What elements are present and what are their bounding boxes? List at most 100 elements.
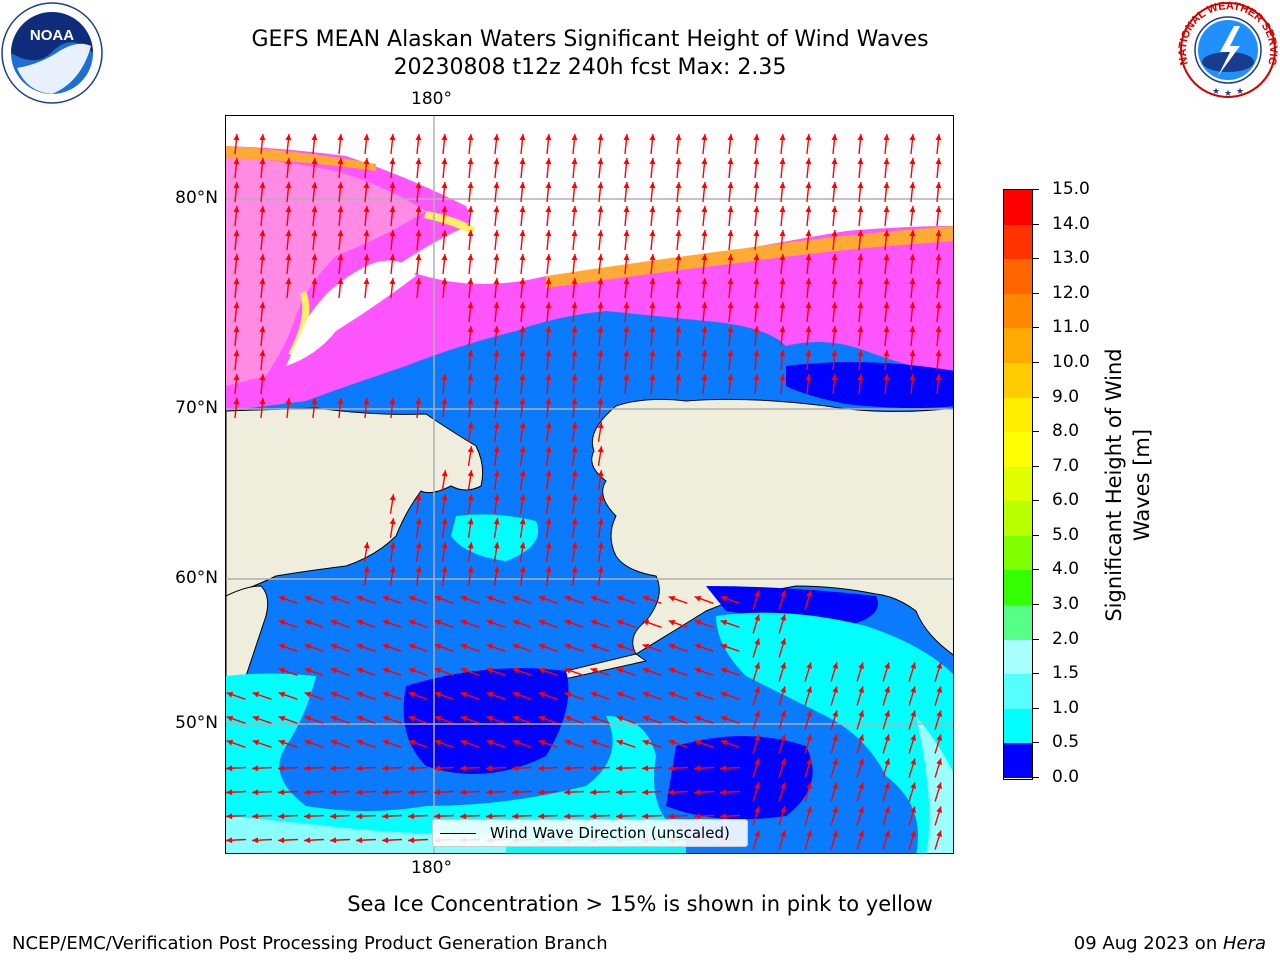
wave-direction-arrowhead [382, 837, 389, 844]
wave-direction-arrowhead [884, 782, 890, 789]
wave-direction-arrowhead [519, 446, 526, 453]
wave-direction-arrowhead [727, 326, 734, 333]
wave-direction-arrowhead [278, 643, 286, 650]
wave-direction-arrowhead [512, 715, 520, 722]
wave-direction-arrowhead [441, 566, 448, 573]
wave-direction-arrowhead [486, 715, 494, 722]
wave-direction-arrowhead [720, 739, 728, 746]
wave-direction-arrowhead [571, 206, 578, 213]
wave-direction-arrowhead [408, 765, 415, 772]
wave-direction-arrowhead [668, 643, 676, 650]
wave-direction-arrowhead [910, 710, 916, 717]
wave-direction-arrowhead [545, 326, 552, 333]
bottom-longitude-label: 180° [411, 858, 452, 878]
wave-direction-arrowhead [623, 278, 630, 285]
colorbar-tick-mark [1033, 707, 1039, 709]
wave-direction-arrowhead [545, 494, 552, 501]
wave-direction-arrowhead [460, 813, 467, 820]
wave-direction-arrowhead [727, 374, 734, 381]
wave-direction-arrowhead [858, 782, 864, 789]
wave-direction-arrowhead [285, 206, 292, 213]
wave-direction-arrowhead [675, 278, 682, 285]
wave-direction-arrowhead [441, 134, 448, 141]
wave-direction-arrowhead [883, 302, 890, 309]
wave-direction-arrowhead [564, 619, 572, 626]
wave-direction-arrowhead [616, 643, 624, 650]
wave-direction-arrowhead [597, 494, 604, 501]
wave-direction-arrowhead [545, 422, 552, 429]
beaufort-low-waves [786, 362, 953, 409]
wave-direction-arrowhead [936, 758, 942, 765]
wave-direction-arrowhead [259, 302, 266, 309]
wave-direction-arrowhead [493, 206, 500, 213]
wave-direction-arrowhead [311, 278, 318, 285]
wave-direction-arrowhead [441, 398, 448, 405]
wave-direction-arrowhead [278, 789, 285, 796]
wave-direction-arrowhead [467, 158, 474, 165]
top-longitude-label: 180° [411, 89, 452, 109]
wave-direction-arrowhead [304, 691, 312, 698]
wave-direction-arrowhead [259, 254, 266, 261]
wave-direction-arrowhead [642, 813, 649, 820]
wave-direction-arrowhead [382, 667, 390, 674]
wave-direction-arrowhead [649, 230, 656, 237]
wave-direction-arrowhead [857, 350, 864, 357]
wave-direction-arrowhead [642, 715, 650, 722]
wave-direction-arrowhead [936, 830, 942, 837]
colorbar-tick-label: 5.0 [1052, 524, 1080, 545]
wave-direction-arrowhead [597, 158, 604, 165]
wave-direction-arrowhead [727, 254, 734, 261]
wave-direction-arrowhead [304, 595, 312, 602]
wave-direction-arrowhead [597, 470, 604, 477]
wave-direction-arrowhead [571, 254, 578, 261]
wave-direction-arrowhead [780, 686, 786, 693]
wave-direction-arrowhead [805, 206, 812, 213]
wave-direction-arrowhead [832, 782, 838, 789]
wave-direction-arrowhead [936, 710, 942, 717]
wave-direction-arrowhead [909, 182, 916, 189]
colorbar-tick-label: 10.0 [1052, 351, 1090, 372]
wave-direction-arrowhead [675, 302, 682, 309]
wave-direction-arrowhead [857, 254, 864, 261]
wave-direction-arrowhead [780, 782, 786, 789]
wave-direction-arrowhead [590, 715, 598, 722]
wave-direction-arrowhead [649, 374, 656, 381]
wave-direction-arrowhead [434, 739, 442, 746]
wave-direction-arrowhead [408, 715, 416, 722]
wave-direction-arrowhead [278, 619, 286, 626]
wave-direction-arrowhead [512, 643, 520, 650]
wave-direction-arrowhead [616, 739, 624, 746]
wave-direction-arrowhead [623, 182, 630, 189]
wave-direction-arrowhead [649, 134, 656, 141]
wave-direction-arrowhead [330, 667, 338, 674]
colorbar-tick-mark [1033, 638, 1039, 640]
wave-direction-arrowhead [571, 230, 578, 237]
wave-direction-arrowhead [694, 789, 701, 796]
wave-direction-arrowhead [668, 813, 675, 820]
colorbar-segment [1004, 224, 1032, 260]
wave-direction-arrowhead [779, 278, 786, 285]
wave-direction-arrowhead [337, 398, 344, 405]
wave-direction-arrowhead [493, 326, 500, 333]
wave-direction-arrowhead [486, 643, 494, 650]
wave-direction-arrowhead [486, 691, 494, 698]
wave-direction-arrowhead [701, 374, 708, 381]
wave-direction-arrowhead [486, 667, 494, 674]
wave-direction-arrowhead [415, 134, 422, 141]
wave-direction-arrowhead [278, 765, 285, 772]
colorbar-tick-mark [1033, 777, 1039, 778]
wave-direction-arrowhead [415, 398, 422, 405]
wave-direction-arrowhead [493, 302, 500, 309]
wave-direction-arrowhead [311, 182, 318, 189]
wave-direction-arrowhead [434, 691, 442, 698]
wave-direction-arrowhead [910, 830, 916, 837]
wave-direction-arrowhead [363, 278, 370, 285]
wave-direction-arrowhead [694, 691, 702, 698]
wave-direction-arrowhead [701, 230, 708, 237]
wave-direction-arrowhead [694, 643, 702, 650]
colorbar-segment [1004, 362, 1032, 399]
wave-direction-arrowhead [467, 230, 474, 237]
wave-direction-arrowhead [460, 667, 468, 674]
wave-direction-arrowhead [382, 715, 390, 722]
wave-direction-arrowhead [285, 182, 292, 189]
